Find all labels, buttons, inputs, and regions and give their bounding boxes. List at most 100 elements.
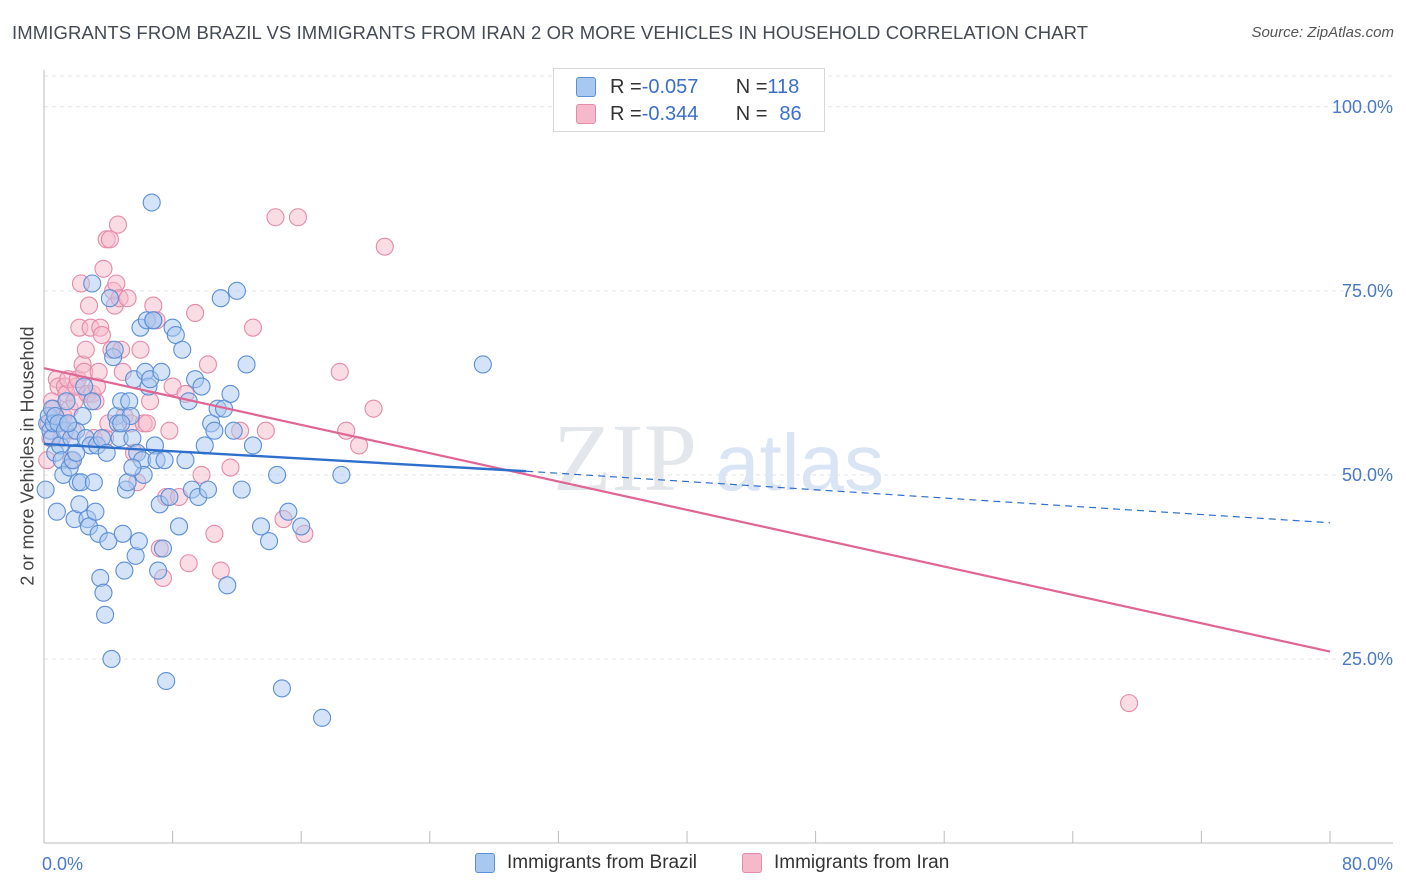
brazil-point — [237, 355, 256, 374]
brazil-point — [123, 458, 142, 477]
iran-point — [108, 215, 127, 234]
brazil-point — [67, 443, 86, 462]
legend-r-value-iran: -0.344 — [641, 102, 699, 125]
brazil-point — [83, 392, 102, 411]
iran-point — [94, 259, 113, 278]
brazil-point — [259, 532, 279, 551]
brazil-point — [94, 583, 113, 602]
iran-point — [1120, 694, 1139, 713]
brazil-point — [149, 561, 168, 580]
brazil-point — [176, 451, 195, 470]
brazil-point — [102, 649, 121, 669]
brazil-point — [152, 362, 171, 381]
brazil-point — [153, 539, 173, 558]
iran-point — [198, 355, 218, 374]
brazil-point — [279, 502, 298, 521]
brazil-point — [157, 671, 176, 691]
watermark: ZIP atlas — [553, 404, 884, 511]
brazil-point — [227, 281, 246, 300]
bottom-legend-swatch-iran — [742, 853, 762, 873]
legend-row-brazil: R = -0.057 N = 118 — [576, 75, 799, 99]
legend-swatch-iran — [576, 104, 596, 124]
brazil-point — [100, 289, 119, 308]
brazil-point — [105, 340, 124, 359]
brazil-point — [332, 465, 351, 484]
brazil-point — [57, 392, 76, 411]
brazil-point — [169, 517, 189, 536]
brazil-point — [272, 679, 291, 698]
bottom-legend-brazil: Immigrants from Brazil — [475, 852, 697, 874]
brazil-point — [224, 421, 243, 440]
brazil-point — [70, 495, 89, 514]
iran-point — [118, 289, 137, 308]
brazil-point — [292, 517, 311, 536]
brazil-point — [112, 414, 131, 433]
brazil-point — [47, 502, 66, 521]
brazil-point — [232, 480, 251, 499]
iran-point — [179, 554, 198, 573]
legend-r-label: R = — [610, 75, 642, 98]
brazil-point — [115, 561, 134, 580]
axis-ticks — [43, 831, 1331, 843]
bottom-legend-label-brazil: Immigrants from Brazil — [507, 852, 698, 873]
brazil-point — [86, 502, 105, 521]
brazil-point — [99, 532, 118, 551]
legend-row-iran: R = -0.344 N = 86 — [576, 102, 802, 126]
legend-n-value-brazil: 118 — [767, 75, 800, 98]
bottom-legend-label-iran: Immigrants from Iran — [774, 852, 950, 873]
legend-r-value-brazil: -0.057 — [641, 75, 699, 98]
legend-r-label: R = — [610, 102, 642, 125]
iran-trend-line — [43, 367, 1331, 653]
brazil-point — [155, 451, 174, 470]
brazil-point — [84, 473, 103, 492]
series-brazil-points — [36, 193, 492, 727]
brazil-point — [268, 465, 287, 484]
iran-point — [266, 208, 285, 227]
trend-lines — [43, 367, 1331, 653]
source-label: Source: ZipAtlas.com — [1251, 24, 1394, 41]
brazil-point — [205, 421, 224, 440]
iran-point — [131, 340, 150, 359]
brazil-trend-line — [43, 442, 527, 473]
y-tick-label: 75.0% — [1342, 281, 1393, 301]
chart-title: IMMIGRANTS FROM BRAZIL VS IMMIGRANTS FRO… — [12, 22, 1089, 43]
iran-point — [375, 237, 394, 256]
brazil-point — [142, 193, 161, 212]
iran-point — [100, 230, 119, 249]
y-tick-label: 50.0% — [1342, 465, 1393, 485]
y-tick-label: 100.0% — [1332, 97, 1393, 117]
brazil-point — [473, 355, 492, 374]
iran-point — [256, 421, 275, 440]
iran-point — [288, 208, 308, 227]
legend-n-label: N = — [735, 102, 768, 125]
iran-point — [160, 421, 179, 440]
legend: R = -0.057 N = 118 R = -0.344 N = 86 — [553, 68, 825, 132]
brazil-point — [195, 436, 214, 455]
iran-point — [76, 340, 95, 359]
iran-point — [330, 362, 349, 381]
brazil-point — [218, 576, 237, 595]
brazil-point — [73, 406, 92, 426]
legend-n-label: N = — [735, 75, 768, 98]
tick-labels: 25.0% 50.0% 75.0% 100.0% 0.0% 80.0% — [42, 97, 1393, 874]
iran-point — [243, 318, 263, 337]
iran-point — [205, 524, 224, 543]
brazil-point — [160, 487, 179, 507]
brazil-point — [221, 384, 240, 403]
brazil-point — [144, 311, 163, 330]
watermark-zip: ZIP — [553, 404, 697, 511]
brazil-point — [198, 480, 218, 499]
brazil-point — [113, 524, 132, 543]
watermark-atlas: atlas — [715, 418, 884, 507]
brazil-point — [313, 708, 332, 727]
brazil-point — [129, 532, 148, 551]
brazil-point — [96, 605, 115, 624]
brazil-point — [251, 517, 271, 536]
brazil-point — [243, 436, 263, 455]
brazil-point — [83, 274, 102, 293]
brazil-point — [36, 480, 55, 499]
iran-point — [79, 296, 99, 315]
brazil-trend-extension — [526, 470, 1331, 524]
brazil-point — [192, 377, 211, 396]
